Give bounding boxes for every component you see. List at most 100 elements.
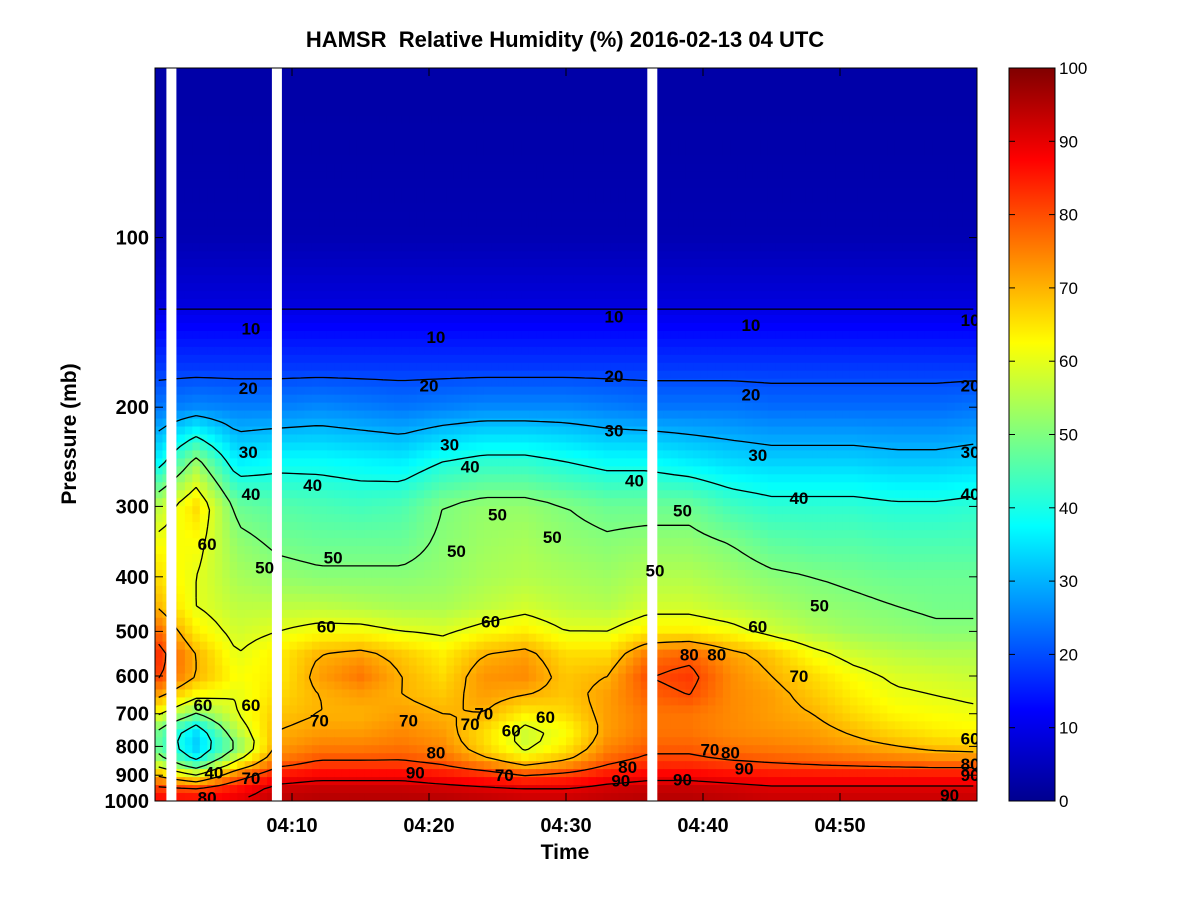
heatmap-cell	[461, 147, 470, 157]
heatmap-cell	[670, 307, 679, 316]
heatmap-cell	[394, 139, 403, 149]
heatmap-cell	[857, 291, 866, 300]
heatmap-cell	[438, 203, 448, 213]
heatmap-cell	[588, 362, 597, 372]
heatmap-cell	[827, 83, 836, 93]
heatmap-cell	[341, 338, 350, 348]
heatmap-cell	[782, 219, 791, 228]
heatmap-cell	[214, 426, 223, 436]
heatmap-cell	[693, 139, 702, 149]
heatmap-cell	[790, 68, 799, 77]
heatmap-cell	[371, 203, 380, 213]
heatmap-cell	[849, 267, 859, 276]
heatmap-cell	[902, 275, 911, 284]
heatmap-cell	[954, 354, 963, 364]
heatmap-cell	[528, 386, 537, 396]
heatmap-cell	[678, 346, 687, 356]
heatmap-cell	[244, 219, 253, 228]
heatmap-cell	[633, 147, 642, 157]
heatmap-cell	[887, 243, 896, 252]
heatmap-cell	[909, 299, 918, 308]
heatmap-cell	[969, 267, 977, 276]
heatmap-cell	[588, 267, 597, 276]
heatmap-cell	[498, 187, 507, 197]
heatmap-cell	[364, 99, 373, 109]
heatmap-cell	[371, 123, 380, 133]
heatmap-cell	[849, 307, 859, 316]
heatmap-cell	[155, 211, 164, 220]
heatmap-cell	[842, 195, 851, 205]
heatmap-cell	[349, 410, 358, 420]
heatmap-cell	[371, 171, 380, 181]
heatmap-cell	[670, 299, 679, 308]
heatmap-cell	[685, 123, 694, 133]
heatmap-cell	[184, 330, 193, 340]
heatmap-cell	[909, 362, 918, 372]
heatmap-cell	[259, 267, 268, 276]
heatmap-cell	[431, 307, 440, 316]
heatmap-cell	[453, 330, 462, 340]
heatmap-cell	[296, 307, 306, 316]
heatmap-cell	[311, 378, 320, 388]
heatmap-cell	[237, 378, 246, 388]
heatmap-cell	[812, 91, 821, 101]
heatmap-cell	[969, 123, 977, 133]
heatmap-cell	[625, 107, 634, 117]
heatmap-cell	[326, 171, 335, 181]
heatmap-cell	[468, 338, 477, 348]
heatmap-cell	[760, 123, 769, 133]
heatmap-cell	[730, 235, 739, 244]
heatmap-cell	[521, 75, 530, 85]
heatmap-cell	[872, 171, 881, 181]
heatmap-cell	[446, 378, 455, 388]
heatmap-cell	[603, 291, 612, 300]
heatmap-cell	[349, 75, 358, 85]
heatmap-cell	[289, 370, 298, 380]
heatmap-cell	[558, 354, 567, 364]
heatmap-cell	[513, 402, 522, 412]
heatmap-cell	[282, 131, 291, 141]
heatmap-cell	[827, 267, 836, 276]
heatmap-cell	[595, 307, 604, 316]
heatmap-cell	[468, 91, 477, 101]
heatmap-cell	[296, 338, 306, 348]
heatmap-cell	[334, 227, 343, 236]
heatmap-cell	[715, 275, 724, 284]
heatmap-cell	[199, 346, 208, 356]
heatmap-cell	[827, 418, 836, 428]
heatmap-cell	[887, 179, 896, 189]
heatmap-cell	[932, 123, 941, 133]
heatmap-cell	[640, 211, 649, 220]
heatmap-cell	[842, 68, 851, 77]
heatmap-cell	[401, 203, 410, 213]
heatmap-cell	[551, 386, 560, 396]
heatmap-cell	[722, 259, 731, 268]
heatmap-cell	[558, 211, 567, 220]
heatmap-cell	[491, 338, 500, 348]
heatmap-cell	[379, 75, 388, 85]
heatmap-cell	[752, 131, 761, 141]
heatmap-cell	[155, 227, 164, 236]
heatmap-cell	[498, 322, 507, 332]
heatmap-cell	[722, 147, 731, 157]
heatmap-cell	[177, 402, 186, 412]
heatmap-cell	[857, 139, 866, 149]
heatmap-cell	[640, 394, 649, 404]
heatmap-cell	[476, 243, 485, 252]
heatmap-cell	[296, 378, 306, 388]
heatmap-cell	[842, 243, 851, 252]
heatmap-cell	[760, 195, 769, 205]
heatmap-cell	[693, 307, 702, 316]
heatmap-cell	[715, 394, 724, 404]
heatmap-cell	[640, 227, 649, 236]
heatmap-cell	[588, 147, 597, 157]
heatmap-cell	[229, 394, 238, 404]
heatmap-cell	[364, 330, 373, 340]
heatmap-cell	[431, 338, 440, 348]
heatmap-cell	[640, 386, 649, 396]
heatmap-cell	[424, 402, 433, 412]
heatmap-cell	[670, 68, 679, 77]
heatmap-cell	[939, 227, 948, 236]
heatmap-cell	[431, 99, 440, 109]
heatmap-cell	[252, 283, 261, 292]
